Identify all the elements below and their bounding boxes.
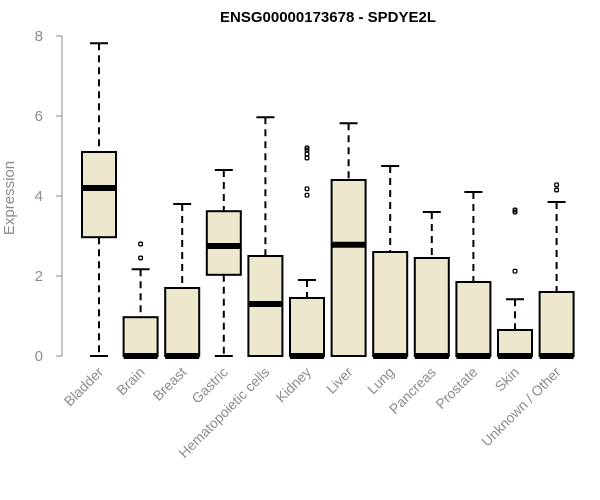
- x-tick-label: Skin: [492, 364, 523, 395]
- outlier-point: [138, 241, 144, 247]
- outlier-point: [138, 255, 144, 261]
- iqr-box: [497, 329, 533, 357]
- iqr-box: [413, 257, 450, 357]
- iqr-box: [164, 287, 201, 357]
- outlier-point: [512, 207, 518, 213]
- outlier-point: [304, 155, 310, 161]
- outlier-point: [554, 187, 560, 193]
- y-tick-label: 6: [35, 108, 43, 125]
- iqr-box: [538, 291, 575, 357]
- iqr-box: [81, 151, 117, 239]
- iqr-box: [330, 179, 367, 357]
- boxes-group: [81, 42, 575, 359]
- box-liver: [330, 122, 367, 357]
- iqr-box: [455, 281, 492, 357]
- outlier-point: [554, 182, 560, 188]
- outlier-point: [304, 186, 310, 192]
- outlier-point: [304, 192, 310, 198]
- iqr-box: [122, 316, 159, 358]
- box-skin: [497, 207, 533, 359]
- x-tick-label: Kidney: [273, 364, 315, 406]
- y-tick-label: 0: [35, 348, 43, 365]
- box-bladder: [81, 42, 117, 357]
- box-kidney: [289, 145, 325, 359]
- box-unknown-other: [538, 182, 575, 359]
- x-tick-label: Breast: [149, 364, 189, 404]
- box-brain: [122, 241, 159, 359]
- x-tick-label: Liver: [323, 364, 356, 397]
- x-tick-label: Lung: [364, 364, 397, 397]
- box-breast: [164, 203, 201, 359]
- x-tick-label: Brain: [113, 364, 147, 398]
- x-tick-label: Unknown / Other: [478, 364, 564, 450]
- outlier-point: [512, 268, 518, 274]
- box-gastric: [205, 169, 242, 357]
- box-prostate: [455, 191, 492, 359]
- y-axis-ticks: 0 2 4 6 8: [35, 28, 62, 365]
- chart-title: ENSG00000173678 - SPDYE2L: [220, 9, 436, 26]
- box-hematopoietic-cells: [247, 116, 284, 357]
- y-tick-label: 4: [35, 188, 43, 205]
- y-tick-label: 8: [35, 28, 43, 45]
- y-tick-label: 2: [35, 268, 43, 285]
- box-lung: [372, 165, 409, 359]
- outlier-point: [304, 151, 310, 157]
- iqr-box: [289, 297, 325, 357]
- x-tick-label: Bladder: [61, 364, 107, 410]
- box-pancreas: [413, 211, 450, 359]
- x-tick-label: Prostate: [432, 364, 480, 412]
- iqr-box: [372, 251, 409, 357]
- outlier-point: [304, 145, 310, 151]
- y-axis-label: Expression: [1, 161, 18, 235]
